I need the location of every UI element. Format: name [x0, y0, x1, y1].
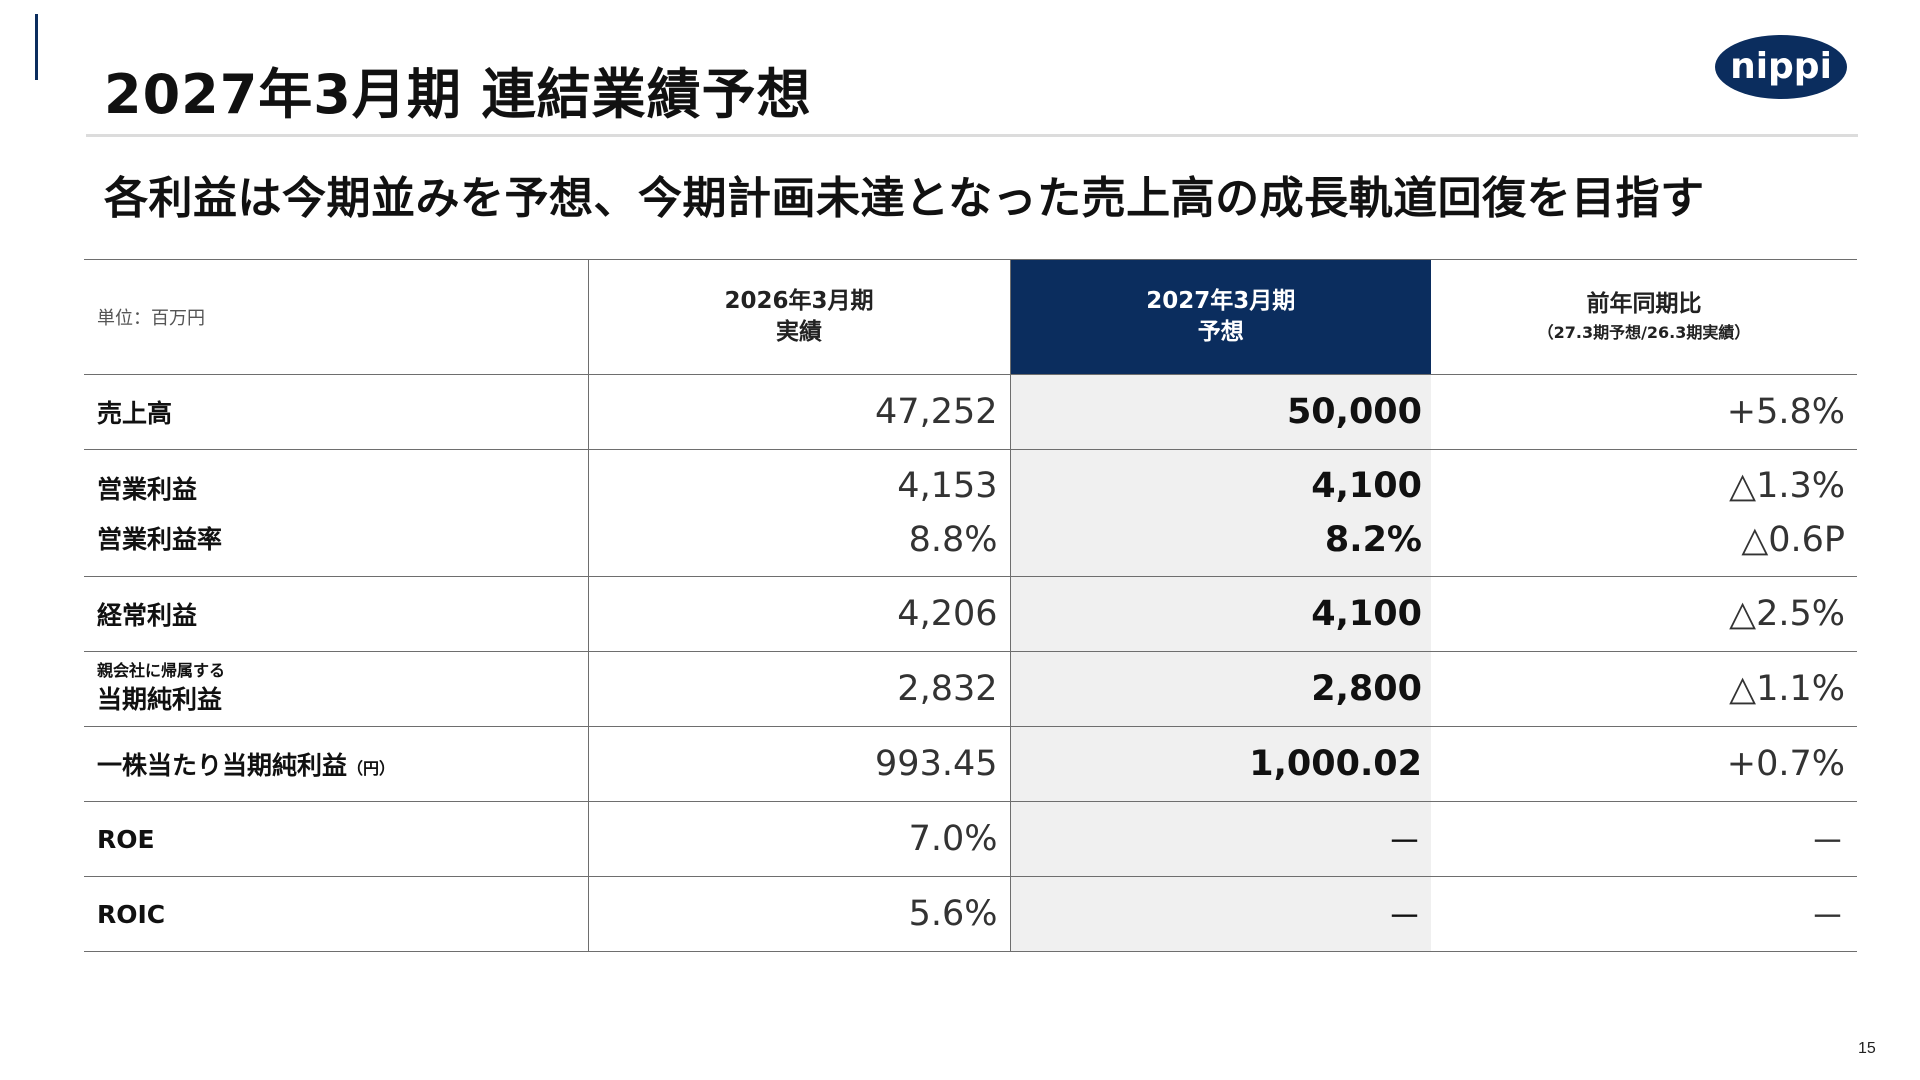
column-header-forecast: 2027年3月期 予想: [1010, 259, 1431, 375]
column-header-actual-line2: 実績: [776, 319, 822, 345]
actual-value: 4,153: [897, 466, 998, 506]
forecast-value: 1,000.02: [1010, 726, 1431, 802]
nippi-logo: nippi: [1715, 35, 1847, 99]
table-row: 親会社に帰属する 当期純利益 2,832 2,800 △1.1%: [84, 651, 1857, 727]
row-label: 売上高: [97, 399, 173, 428]
row-label-group: 一株当たり当期純利益（円）: [84, 727, 588, 802]
yoy-value: △2.5%: [1729, 594, 1845, 634]
forecast-value-group: 4,100 8.2%: [1010, 449, 1431, 577]
yoy-value-secondary: △0.6P: [1741, 520, 1845, 560]
table-row: ROE 7.0% － －: [84, 801, 1857, 877]
column-header-yoy-line2: （27.3期予想/26.3期実績）: [1537, 322, 1751, 342]
page-number: 15: [1858, 1040, 1876, 1057]
row-label: 営業利益: [97, 475, 198, 504]
actual-value: 4,206: [587, 576, 1011, 652]
actual-value-group: 4,153 8.8%: [587, 449, 1011, 577]
title-divider: [86, 134, 1858, 137]
row-label-group: 親会社に帰属する 当期純利益: [84, 652, 588, 727]
table-row: 営業利益 営業利益率 4,153 8.8% 4,100 8.2% △1.3% △…: [84, 449, 1857, 577]
row-label-secondary: 営業利益率: [97, 525, 223, 554]
yoy-value: △1.1%: [1729, 669, 1845, 709]
actual-value-secondary: 8.8%: [908, 520, 998, 560]
yoy-value-group: △1.3% △0.6P: [1431, 450, 1857, 577]
column-header-yoy: 前年同期比 （27.3期予想/26.3期実績）: [1431, 260, 1857, 375]
yoy-value: △1.3%: [1729, 466, 1845, 506]
row-label: 経常利益: [97, 601, 198, 630]
forecast-value: 4,100: [1010, 576, 1431, 652]
actual-value: 993.45: [587, 726, 1011, 802]
row-label-unit: （円）: [347, 759, 396, 778]
yoy-value: －: [1809, 822, 1845, 863]
forecast-value: －: [1010, 876, 1431, 952]
table-row: 一株当たり当期純利益（円） 993.45 1,000.02 +0.7%: [84, 726, 1857, 802]
actual-value: 7.0%: [587, 801, 1011, 877]
column-header-yoy-line1: 前年同期比: [1586, 290, 1702, 317]
unit-label: 単位：百万円: [97, 308, 205, 329]
column-header-actual-line1: 2026年3月期: [724, 288, 874, 314]
table-row: 経常利益 4,206 4,100 △2.5%: [84, 576, 1857, 652]
actual-value: 47,252: [587, 374, 1011, 450]
row-label: 一株当たり当期純利益: [97, 751, 348, 780]
row-label: ROIC: [97, 899, 166, 929]
actual-value: 5.6%: [587, 876, 1011, 952]
row-label: 当期純利益: [97, 685, 223, 714]
table-row: 売上高 47,252 50,000 +5.8%: [84, 374, 1857, 450]
row-label-prefix: 親会社に帰属する: [97, 661, 226, 680]
forecast-value: －: [1010, 801, 1431, 877]
yoy-value: +5.8%: [1726, 392, 1845, 432]
column-header-forecast-line1: 2027年3月期: [1146, 288, 1296, 314]
accent-bar: [35, 14, 38, 80]
column-header-actual: 2026年3月期 実績: [587, 259, 1011, 375]
table-header-row: 単位：百万円 2026年3月期 実績 2027年3月期 予想 前年同期比 （27…: [84, 259, 1857, 375]
row-label: ROE: [97, 824, 155, 854]
yoy-value: +0.7%: [1726, 744, 1845, 784]
actual-value: 2,832: [587, 651, 1011, 727]
page-title: 2027年3月期 連結業績予想: [104, 63, 812, 126]
logo-text: nippi: [1730, 46, 1832, 87]
forecast-value: 4,100: [1311, 466, 1422, 506]
column-header-forecast-line2: 予想: [1197, 319, 1244, 345]
page-subtitle: 各利益は今期並みを予想、今期計画未達となった売上高の成長軌道回復を目指す: [104, 173, 1705, 224]
table-row: ROIC 5.6% － －: [84, 876, 1857, 952]
forecast-value: 50,000: [1010, 374, 1431, 450]
row-label-group: 営業利益 営業利益率: [84, 450, 588, 577]
forecast-value-secondary: 8.2%: [1324, 520, 1422, 560]
forecast-value: 2,800: [1010, 651, 1431, 727]
forecast-table: 単位：百万円 2026年3月期 実績 2027年3月期 予想 前年同期比 （27…: [84, 259, 1857, 952]
yoy-value: －: [1809, 897, 1845, 938]
